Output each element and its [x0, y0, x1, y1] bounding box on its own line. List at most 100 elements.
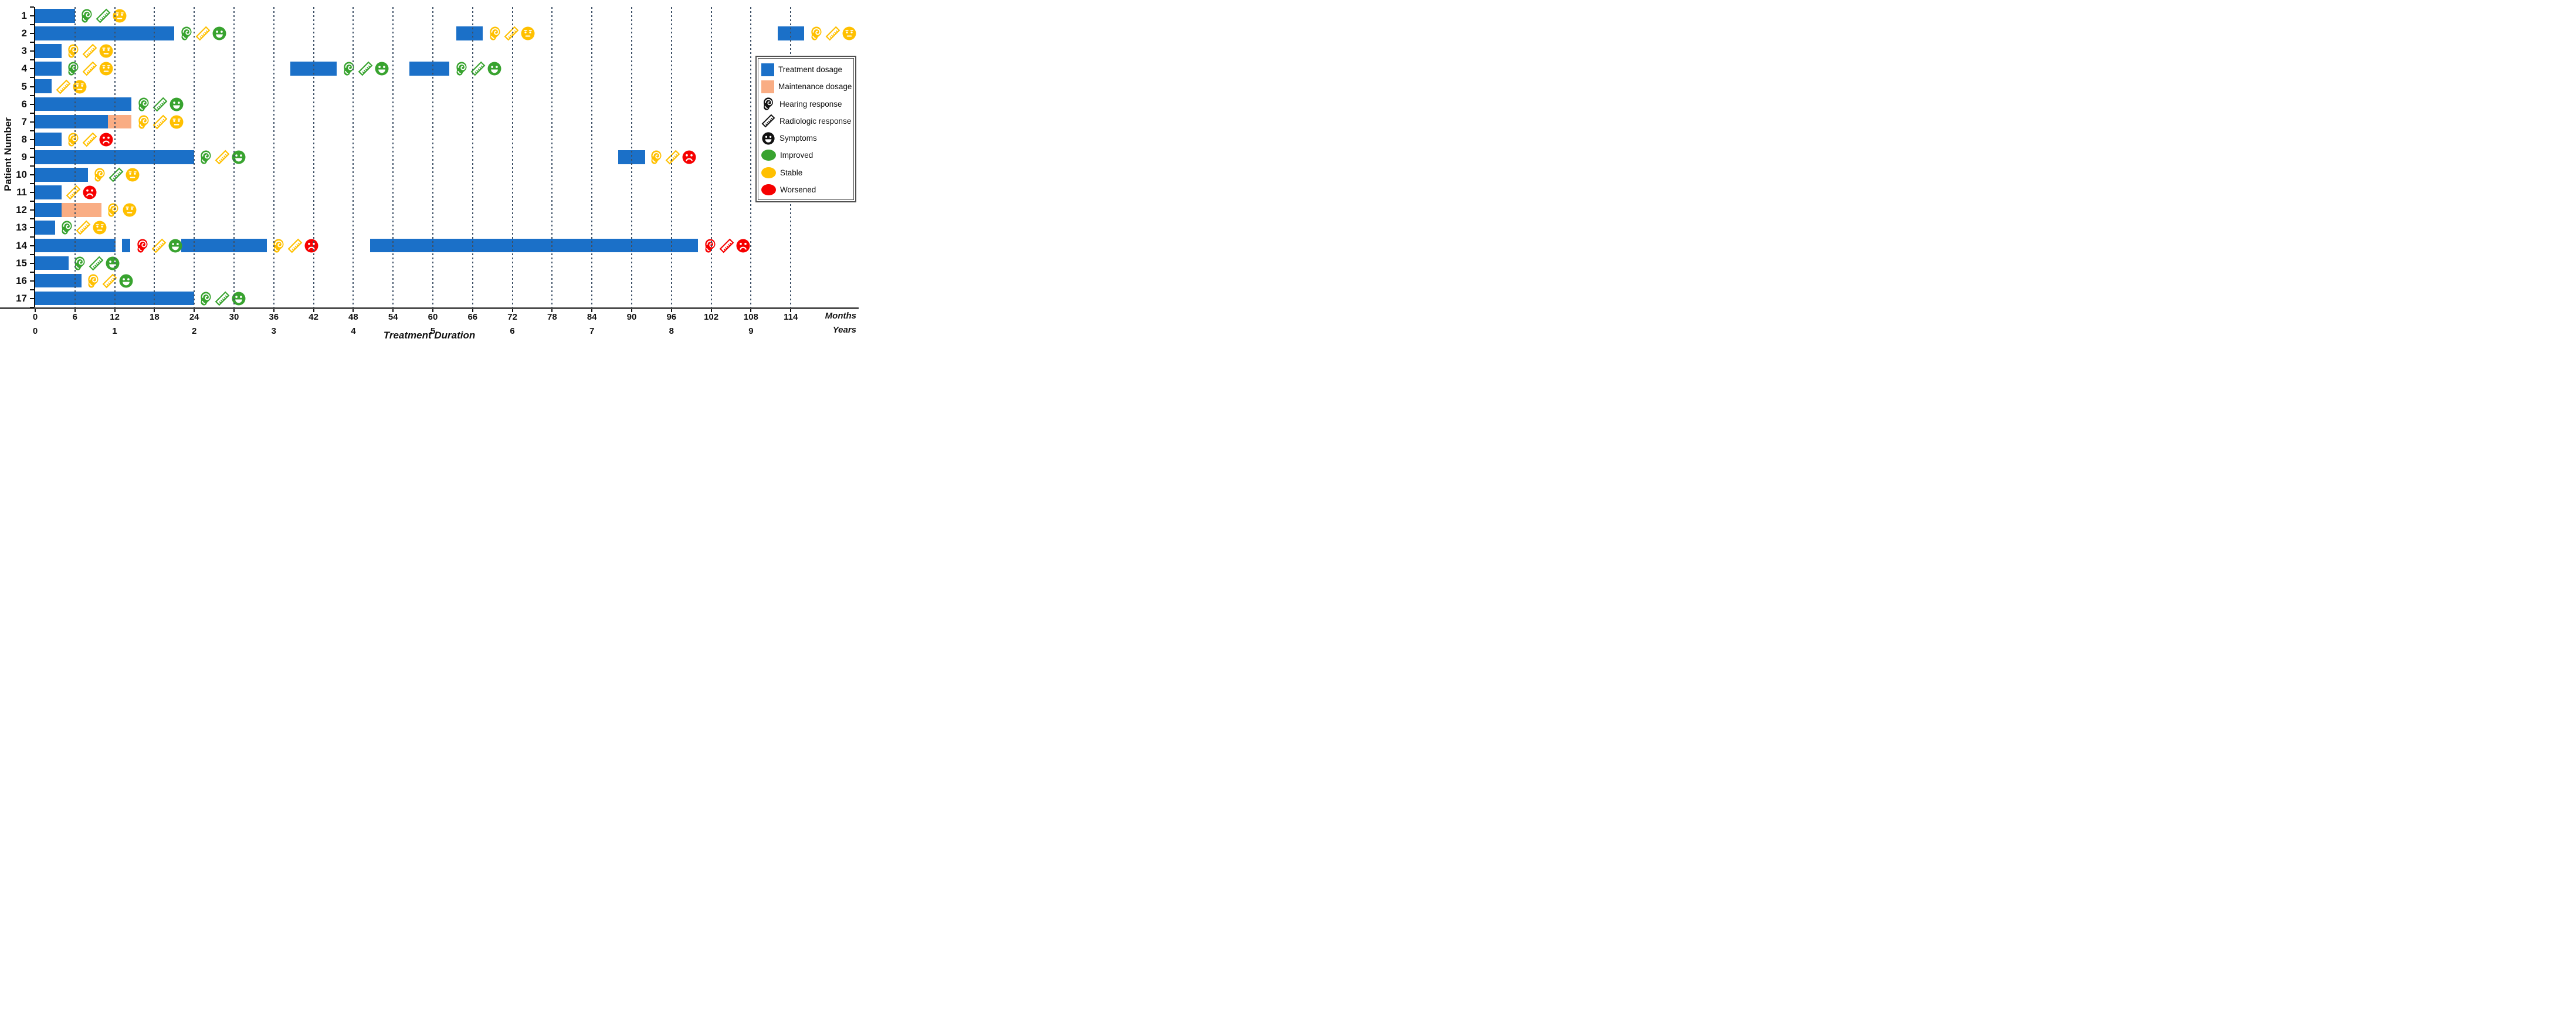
- y-tick: [30, 297, 34, 299]
- ear-icon: [341, 61, 357, 76]
- treatment-bar: [35, 9, 75, 23]
- y-tick-label: 12: [16, 204, 27, 216]
- face-icon: [487, 61, 502, 76]
- response-icon-group: [59, 220, 107, 236]
- x-tick: [750, 309, 752, 312]
- treatment-bar: [35, 97, 131, 111]
- ruler-icon: [287, 238, 303, 253]
- ear-icon: [761, 97, 775, 111]
- face-icon: [99, 61, 114, 76]
- ear-icon: [59, 220, 74, 235]
- x-month-label: 114: [784, 312, 798, 322]
- y-tick: [30, 121, 34, 123]
- x-tick: [154, 309, 155, 312]
- ruler-icon: [66, 185, 81, 200]
- ruler-icon: [109, 167, 124, 182]
- x-tick: [472, 309, 473, 312]
- treatment-swatch: [761, 63, 774, 76]
- response-icon-group: [198, 290, 246, 306]
- ruler-icon: [665, 150, 680, 165]
- x-year-label: 9: [748, 326, 754, 336]
- x-tick: [511, 309, 513, 312]
- x-year-label: 3: [271, 326, 276, 336]
- x-tick: [392, 309, 394, 312]
- x-month-label: 30: [229, 312, 239, 322]
- x-month-label: 36: [269, 312, 279, 322]
- response-icon-group: [92, 167, 140, 183]
- gridline-month-36: [273, 7, 274, 307]
- legend: Treatment dosage Maintenance dosage Hearin…: [755, 56, 856, 202]
- y-tick: [30, 147, 34, 149]
- treatment-bar: [35, 256, 69, 270]
- y-tick: [30, 103, 34, 105]
- gridline-month-72: [511, 7, 513, 307]
- response-icon-group: [136, 114, 184, 130]
- x-tick: [194, 309, 195, 312]
- response-icon-group: [649, 150, 697, 165]
- gridline-month-24: [194, 7, 195, 307]
- ruler-icon: [215, 150, 230, 165]
- face-icon: [735, 238, 751, 253]
- treatment-bar: [122, 238, 130, 253]
- x-axis-title: Treatment Duration: [383, 330, 476, 341]
- x-year-label: 8: [669, 326, 674, 336]
- x-tick: [74, 309, 76, 312]
- response-icon-group: [136, 96, 184, 112]
- y-tick-label: 5: [21, 80, 27, 92]
- x-tick: [710, 309, 712, 312]
- gridline-month-60: [432, 7, 433, 307]
- x-month-label: 12: [110, 312, 120, 322]
- x-tick: [273, 309, 274, 312]
- y-tick: [30, 192, 34, 194]
- ruler-icon: [719, 238, 734, 253]
- legend-item: Treatment dosage: [761, 62, 852, 77]
- treatment-bar: [35, 168, 89, 182]
- ear-icon: [198, 291, 213, 306]
- gridline-month-66: [472, 7, 473, 307]
- y-tick-label: 1: [21, 10, 27, 22]
- maintenance-bar: [62, 203, 101, 217]
- y-tick: [30, 236, 34, 238]
- x-tick: [313, 309, 314, 312]
- y-tick: [30, 68, 34, 70]
- face-icon: [82, 185, 97, 200]
- face-icon: [92, 220, 107, 235]
- ear-icon: [66, 61, 81, 76]
- ruler-icon: [195, 26, 211, 41]
- legend-label: Maintenance dosage: [778, 82, 852, 92]
- y-tick: [30, 245, 34, 246]
- x-month-label: 72: [507, 312, 517, 322]
- y-tick: [30, 201, 34, 202]
- y-tick-label: 4: [21, 63, 27, 74]
- ellipse-worsened: [761, 184, 776, 195]
- ruler-icon: [82, 132, 97, 147]
- x-month-label: 84: [587, 312, 597, 322]
- gridline-month-12: [114, 7, 116, 307]
- x-year-label: 1: [112, 326, 117, 336]
- response-icon-group: [703, 238, 751, 253]
- ruler-icon: [215, 291, 230, 306]
- x-tick: [551, 309, 553, 312]
- ear-icon: [86, 273, 101, 289]
- y-tick: [30, 165, 34, 167]
- response-icon-group: [271, 238, 319, 253]
- y-tick-label: 11: [16, 187, 27, 198]
- response-icon-group: [106, 202, 137, 218]
- gridline-month-108: [750, 7, 752, 307]
- face-icon: [842, 26, 857, 41]
- y-tick-label: 15: [16, 257, 27, 269]
- x-axis-unit-months: Months: [825, 311, 856, 321]
- y-tick: [30, 253, 34, 255]
- y-tick: [30, 94, 34, 96]
- x-month-label: 48: [348, 312, 358, 322]
- y-tick-label: 13: [16, 222, 27, 233]
- x-month-label: 108: [743, 312, 758, 322]
- response-icon-group: [66, 131, 114, 147]
- y-tick: [30, 280, 34, 282]
- face-icon: [118, 273, 134, 289]
- x-tick: [432, 309, 433, 312]
- x-year-label: 5: [430, 326, 436, 336]
- ellipse-improved: [761, 150, 776, 161]
- ear-icon: [198, 150, 213, 165]
- x-year-label: 4: [351, 326, 356, 336]
